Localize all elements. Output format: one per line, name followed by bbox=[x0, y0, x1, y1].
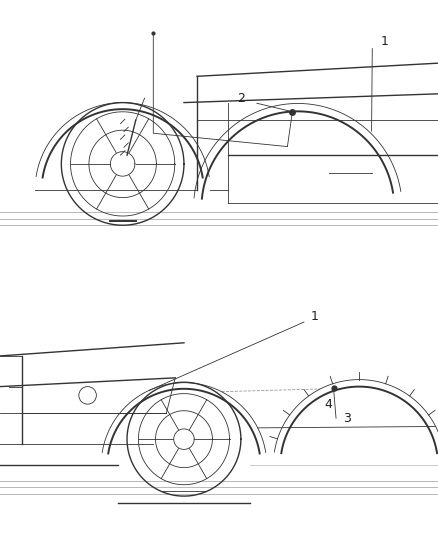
Text: 4: 4 bbox=[324, 398, 332, 410]
Text: 1: 1 bbox=[381, 35, 389, 48]
Text: 1: 1 bbox=[311, 310, 319, 323]
Text: 2: 2 bbox=[237, 92, 245, 104]
Text: 3: 3 bbox=[343, 411, 350, 425]
